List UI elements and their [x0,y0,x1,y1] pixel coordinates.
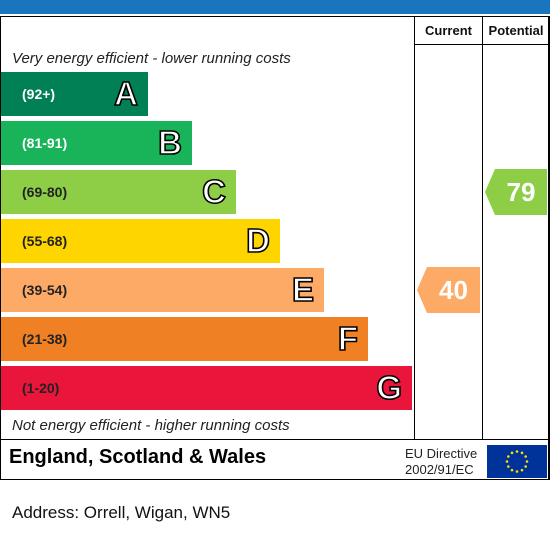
band-b: (81-91) B [1,121,192,165]
rating-table [0,16,548,480]
band-range-d: (55-68) [22,233,68,249]
title-banner [0,0,550,14]
eu-flag-background [487,445,547,478]
band-letter-e: E [291,270,315,309]
band-a: (92+) A [1,72,148,116]
bottom-caption: Not energy efficient - higher running co… [12,417,290,434]
eu-star-icon [520,451,524,455]
eu-star-icon [525,460,529,463]
band-letter-g: G [376,368,403,407]
eu-star-icon [524,465,527,468]
region-label: England, Scotland & Wales [9,446,267,468]
eu-star-icon [520,468,524,472]
eu-star-icon [524,455,527,458]
band-letter-f: F [337,319,359,358]
eu-star-icon [507,465,510,468]
column-divider-1 [414,16,415,439]
column-divider-2 [482,16,483,439]
eu-star-icon [510,451,514,455]
potential-column-header: Potential [488,23,544,38]
potential-rating-arrow: 79 [485,169,547,215]
footer-divider [0,439,550,440]
band-d: (55-68) D [1,219,280,263]
eu-flag-icon [487,445,547,478]
band-range-e: (39-54) [22,282,68,298]
eu-star-icon [515,450,519,453]
band-range-a: (92+) [22,86,56,102]
current-rating-value: 40 [439,275,468,305]
eu-star-icon [505,460,509,463]
band-range-f: (21-38) [22,331,68,347]
band-letter-b: B [157,123,182,162]
directive-line-2: 2002/91/EC [405,462,474,477]
table-right-border [548,16,550,480]
band-f: (21-38) F [1,317,368,361]
band-letter-d: D [245,221,270,260]
current-arrow-shape [417,267,480,313]
band-c: (69-80) C [1,170,236,214]
eu-star-icon [515,470,519,473]
band-letter-a: A [113,74,138,113]
band-g: (1-20) G [1,366,412,410]
band-range-g: (1-20) [22,380,60,396]
header-divider [414,44,550,45]
eu-star-icon [507,455,510,458]
band-range-c: (69-80) [22,184,68,200]
eu-star-icon [510,468,514,472]
band-e: (39-54) E [1,268,324,312]
band-range-b: (81-91) [22,135,68,151]
band-letter-c: C [201,172,226,211]
top-caption: Very energy efficient - lower running co… [12,50,291,67]
directive-line-1: EU Directive [405,446,478,461]
current-column-header: Current [425,23,472,38]
potential-rating-value: 79 [506,177,536,207]
current-rating-arrow: 40 [417,267,480,313]
address-line: Address: Orrell, Wigan, WN5 [12,503,231,522]
potential-arrow-shape [485,169,547,215]
eu-directive: EU Directive 2002/91/EC [405,446,477,478]
